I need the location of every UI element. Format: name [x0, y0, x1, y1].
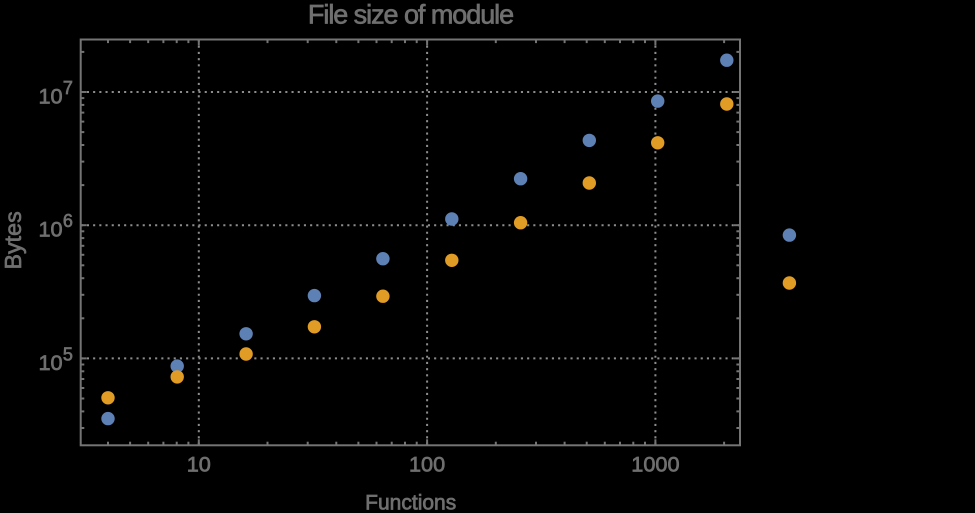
svg-text:Functions: Functions — [365, 492, 456, 513]
svg-text:10: 10 — [38, 217, 62, 242]
svg-text:File size of module: File size of module — [308, 0, 513, 30]
svg-text:Bytes: Bytes — [0, 211, 26, 269]
svg-text:5: 5 — [63, 344, 73, 364]
svg-text:10: 10 — [38, 350, 62, 375]
svg-text:7: 7 — [63, 78, 73, 98]
svg-text:6: 6 — [63, 211, 73, 231]
svg-text:1000: 1000 — [631, 452, 679, 477]
svg-text:10: 10 — [187, 452, 211, 477]
svg-text:10: 10 — [38, 83, 62, 108]
svg-text:100: 100 — [409, 452, 445, 477]
